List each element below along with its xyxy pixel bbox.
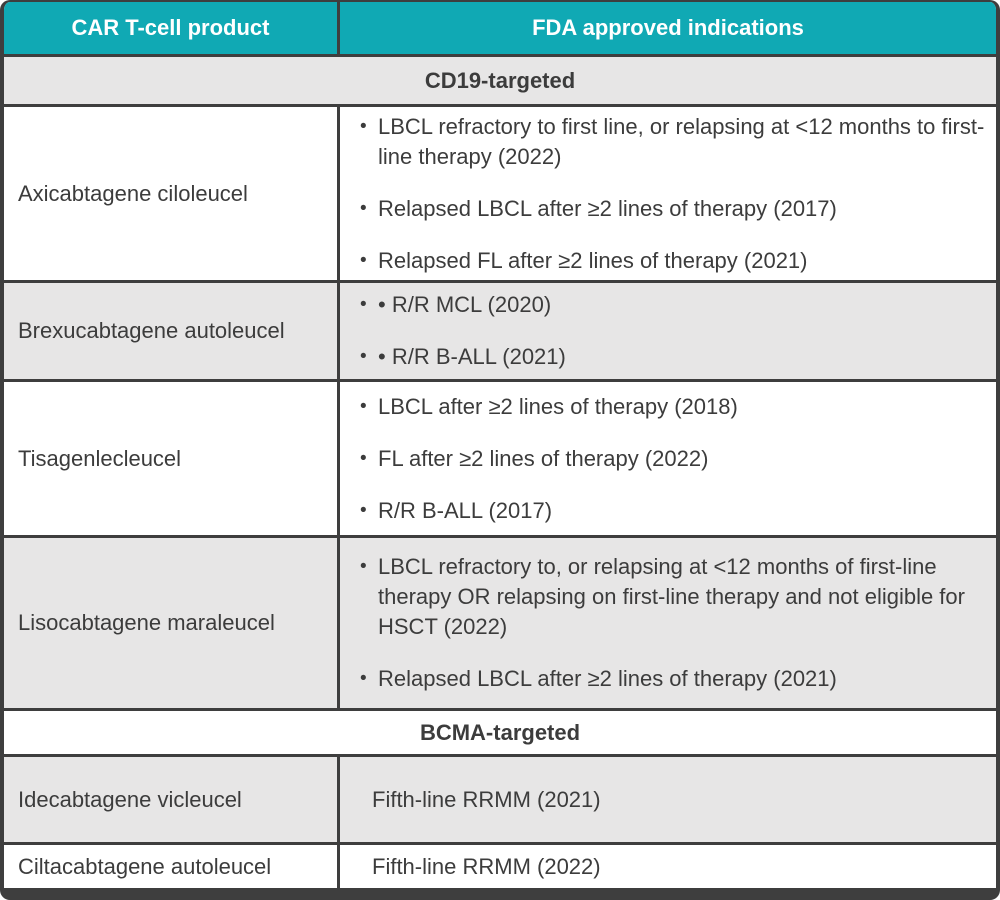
- indication-text: • R/R B-ALL (2021): [378, 344, 566, 369]
- indications-cell: • LBCL refractory to, or relapsing at <1…: [340, 538, 996, 708]
- table-header-row: CAR T-cell product FDA approved indicati…: [4, 2, 996, 57]
- list-item: • Relapsed LBCL after ≥2 lines of therap…: [360, 664, 988, 694]
- section-header-bcma-label: BCMA-targeted: [419, 719, 581, 745]
- bullet-icon: •: [360, 294, 367, 315]
- row-brexucabtagene-autoleucel: Brexucabtagene autoleucel • • R/R MCL (2…: [4, 283, 996, 382]
- product-name: Axicabtagene ciloleucel: [18, 180, 248, 206]
- indication-text: FL after ≥2 lines of therapy (2022): [378, 445, 709, 471]
- bullet-icon: •: [360, 395, 367, 417]
- indication-text: Relapsed LBCL after ≥2 lines of therapy …: [378, 666, 837, 691]
- bullet-icon: •: [360, 115, 367, 137]
- list-item: • Relapsed LBCL after ≥2 lines of therap…: [360, 194, 988, 224]
- row-lisocabtagene-maraleucel: Lisocabtagene maraleucel • LBCL refracto…: [4, 538, 996, 711]
- row-ciltacabtagene-autoleucel: Ciltacabtagene autoleucel Fifth-line RRM…: [4, 845, 996, 888]
- indication-text: Relapsed FL after ≥2 lines of therapy (2…: [378, 247, 808, 273]
- bullet-icon: •: [360, 197, 367, 219]
- indication-text: LBCL after ≥2 lines of therapy (2018): [378, 393, 738, 419]
- indication-text: Fifth-line RRMM (2021): [372, 786, 601, 812]
- bullet-icon: •: [360, 346, 367, 367]
- product-cell: Ciltacabtagene autoleucel: [4, 845, 340, 888]
- bullet-icon: •: [360, 447, 367, 469]
- section-header-cd19-label: CD19-targeted: [424, 67, 576, 93]
- indication-text: Relapsed LBCL after ≥2 lines of therapy …: [378, 195, 837, 221]
- product-cell: Idecabtagene vicleucel: [4, 757, 340, 842]
- list-item: • Relapsed FL after ≥2 lines of therapy …: [360, 246, 988, 276]
- indications-cell: • LBCL after ≥2 lines of therapy (2018) …: [340, 382, 996, 535]
- list-item: • LBCL refractory to first line, or rela…: [360, 112, 988, 172]
- product-cell: Tisagenlecleucel: [4, 382, 340, 535]
- indication-text: Fifth-line RRMM (2022): [372, 853, 601, 879]
- indication-text: R/R B-ALL (2017): [378, 497, 553, 523]
- product-name: Idecabtagene vicleucel: [18, 786, 242, 812]
- list-item: • FL after ≥2 lines of therapy (2022): [360, 444, 988, 474]
- row-tisagenlecleucel: Tisagenlecleucel • LBCL after ≥2 lines o…: [4, 382, 996, 538]
- bullet-icon: •: [360, 499, 367, 521]
- row-axicabtagene-ciloleucel: Axicabtagene ciloleucel • LBCL refractor…: [4, 107, 996, 283]
- indications-cell: Fifth-line RRMM (2021): [340, 757, 996, 842]
- bullet-icon: •: [360, 556, 367, 577]
- product-cell: Brexucabtagene autoleucel: [4, 283, 340, 379]
- indications-cell: • LBCL refractory to first line, or rela…: [340, 107, 996, 280]
- product-name: Lisocabtagene maraleucel: [18, 610, 275, 635]
- indication-text: LBCL refractory to first line, or relaps…: [378, 113, 985, 169]
- indication-text: LBCL refractory to, or relapsing at <12 …: [378, 554, 965, 639]
- bullet-icon: •: [360, 668, 367, 689]
- product-name: Tisagenlecleucel: [18, 445, 182, 471]
- bullet-icon: •: [360, 249, 367, 271]
- list-item: • • R/R B-ALL (2021): [360, 342, 988, 372]
- row-idecabtagene-vicleucel: Idecabtagene vicleucel Fifth-line RRMM (…: [4, 757, 996, 845]
- indication-text: • R/R MCL (2020): [378, 292, 552, 317]
- list-item: • LBCL after ≥2 lines of therapy (2018): [360, 392, 988, 422]
- column-header-product: CAR T-cell product: [4, 2, 340, 54]
- list-item: • LBCL refractory to, or relapsing at <1…: [360, 552, 988, 642]
- list-item: • R/R B-ALL (2017): [360, 496, 988, 526]
- section-header-cd19: CD19-targeted: [4, 57, 996, 107]
- column-header-indications: FDA approved indications: [532, 15, 804, 40]
- indications-cell: • • R/R MCL (2020) • • R/R B-ALL (2021): [340, 283, 996, 379]
- section-header-bcma: BCMA-targeted: [4, 711, 996, 757]
- indications-cell: Fifth-line RRMM (2022): [340, 845, 996, 888]
- product-name: Brexucabtagene autoleucel: [18, 318, 285, 343]
- list-item: • • R/R MCL (2020): [360, 290, 988, 320]
- product-name: Ciltacabtagene autoleucel: [18, 853, 272, 879]
- product-cell: Axicabtagene ciloleucel: [4, 107, 340, 280]
- product-cell: Lisocabtagene maraleucel: [4, 538, 340, 708]
